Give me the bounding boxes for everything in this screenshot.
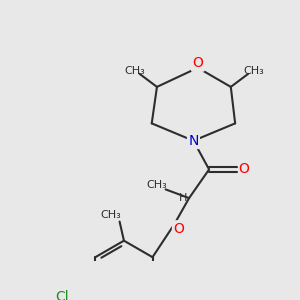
Text: O: O bbox=[192, 56, 203, 70]
Text: H: H bbox=[179, 193, 187, 203]
Text: Cl: Cl bbox=[56, 290, 69, 300]
Text: O: O bbox=[173, 221, 184, 236]
Text: N: N bbox=[188, 134, 199, 148]
Text: CH₃: CH₃ bbox=[147, 180, 167, 190]
Text: CH₃: CH₃ bbox=[100, 210, 121, 220]
Text: O: O bbox=[238, 162, 249, 176]
Text: CH₃: CH₃ bbox=[243, 66, 264, 76]
Text: CH₃: CH₃ bbox=[124, 66, 145, 76]
